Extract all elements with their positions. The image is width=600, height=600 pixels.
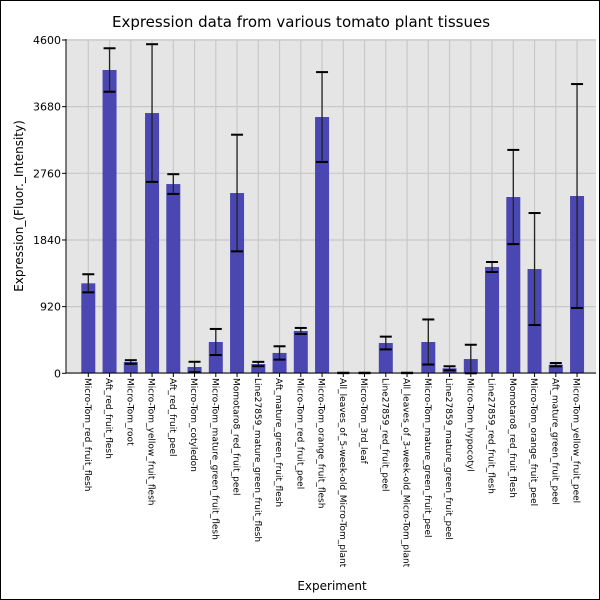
x-tick-label: All_leaves_of_5-week-old_Micro-Tom_plant (337, 378, 347, 568)
x-ticks: Micro-Tom_red_fruit_flesh Aft_red_fruit_f… (82, 373, 581, 568)
bar (145, 113, 160, 374)
y-axis-label: Expression_(Fluor._Intensity) (12, 120, 26, 292)
y-tick-label: 4600 (33, 34, 61, 47)
bar (293, 330, 308, 374)
x-axis-label: Experiment (297, 579, 367, 593)
x-tick-label: Micro-Tom_mature_green_fruit_peel (422, 378, 432, 538)
x-tick-label: Micro-Tom_cotyledon (188, 378, 198, 472)
bar (506, 197, 521, 374)
y-ticks: 0 920 1840 2760 3680 4600 (33, 34, 66, 380)
y-tick-label: 0 (54, 367, 61, 380)
x-tick-label: Micro-Tom_yellow_fruit_flesh (146, 378, 156, 506)
x-tick-label: Aft_mature_green_fruit_flesh (273, 378, 283, 507)
x-tick-label: Micro-Tom_root (124, 378, 134, 446)
x-tick-label: Line27859_red_fruit_peel (379, 378, 389, 492)
bar (123, 361, 138, 374)
x-tick-label: Line27859_mature_green_fruit_flesh (252, 378, 262, 542)
bar (548, 364, 563, 374)
y-tick-label: 1840 (33, 234, 61, 247)
bar (102, 69, 117, 374)
bar (251, 364, 266, 374)
bar (81, 283, 96, 374)
x-tick-label: Aft_red_fruit_flesh (103, 378, 113, 459)
bar (485, 267, 500, 374)
x-tick-label: Micro-Tom_orange_fruit_peel (528, 378, 538, 506)
bar (272, 352, 287, 374)
x-tick-label: Micro-Tom_red_fruit_peel (294, 378, 304, 489)
x-tick-label: Aft_red_fruit_peel (167, 378, 177, 457)
x-tick-label: Micro-Tom_hypocotyl (464, 378, 474, 472)
y-tick-label: 2760 (33, 167, 61, 180)
chart-title: Expression data from various tomato plan… (112, 13, 490, 31)
bars (81, 69, 585, 374)
bar (230, 193, 245, 374)
x-tick-label: Micro-Tom_orange_fruit_flesh (316, 378, 326, 508)
x-tick-label: Micro-Tom_mature_green_fruit_flesh (209, 378, 219, 540)
x-tick-label: Micro-Tom_red_fruit_flesh (82, 378, 92, 492)
bar (378, 343, 393, 374)
x-tick-label: Micro-Tom_yellow_fruit_peel (571, 378, 581, 503)
x-tick-label: All_leaves_of_3-week-old_Micro-Tom_plant (401, 378, 411, 568)
bar (166, 184, 181, 374)
x-tick-label: Momotaro8_red_fruit_peel (231, 378, 241, 495)
x-tick-label: Momotaro8_red_fruit_flesh (507, 378, 517, 498)
x-tick-label: Aft_mature_green_fruit_peel (549, 378, 559, 505)
x-tick-label: Line27859_mature_green_fruit_peel (443, 378, 453, 540)
x-tick-label: Micro-Tom_3rd_leaf (358, 378, 368, 465)
bar (208, 341, 223, 374)
bar (315, 117, 330, 374)
y-tick-label: 3680 (33, 101, 61, 114)
x-tick-label: Line27859_red_fruit_flesh (486, 378, 496, 494)
y-tick-label: 920 (40, 301, 61, 314)
